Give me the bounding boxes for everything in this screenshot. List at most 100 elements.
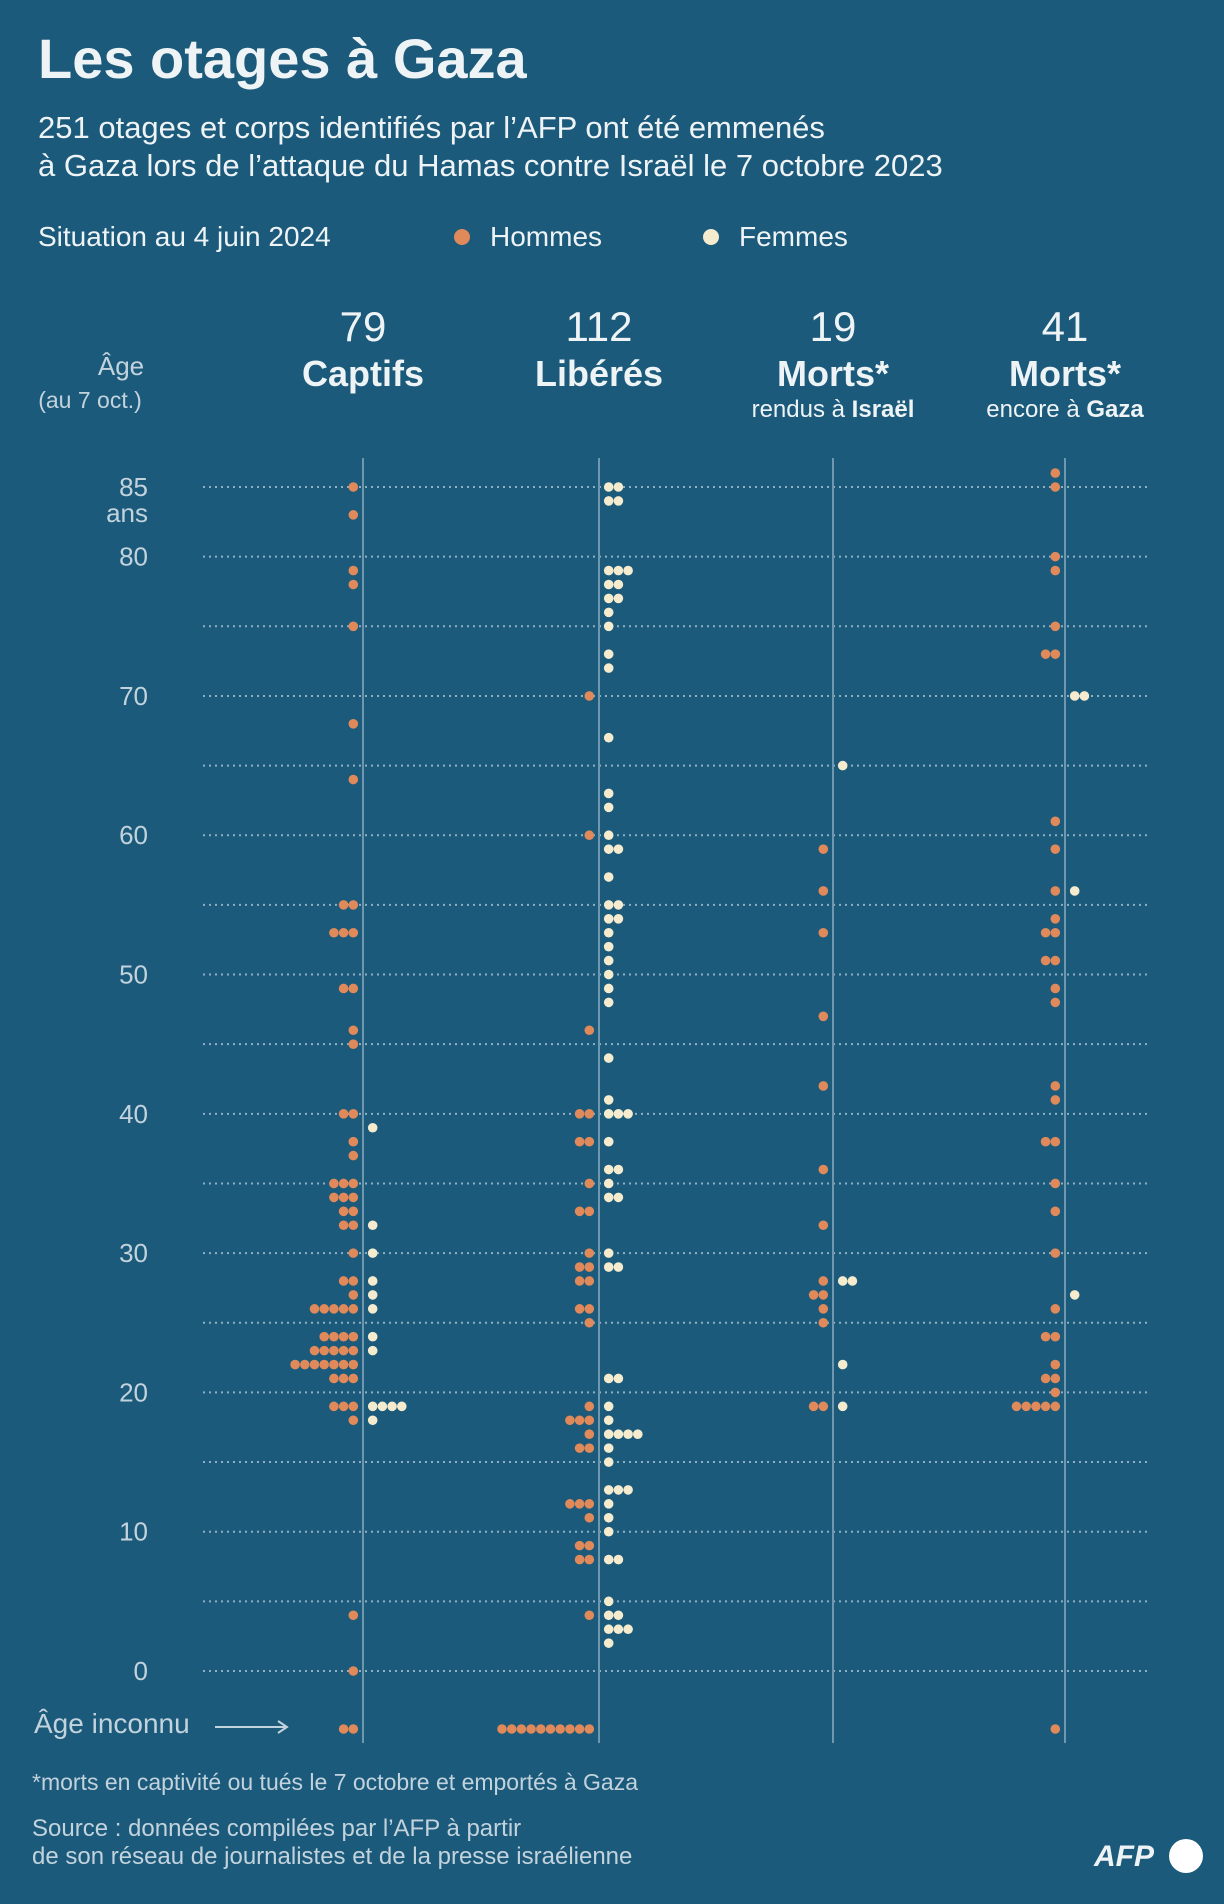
dot-man	[348, 900, 359, 910]
dot-man	[348, 1248, 359, 1258]
column-note: rendus à Israël	[752, 396, 915, 423]
dot-woman	[613, 900, 624, 910]
dot-man	[1050, 551, 1061, 562]
dot-man	[1050, 997, 1061, 1008]
y-tick-label: 85	[119, 472, 148, 502]
dot-man	[338, 927, 349, 938]
dot-man	[348, 510, 359, 520]
y-label: (au 7 oct.)	[38, 387, 142, 413]
dot-man	[1050, 1248, 1061, 1258]
dot-man	[348, 1192, 359, 1203]
dot-woman	[603, 1109, 614, 1119]
y-label: Âge	[98, 351, 144, 381]
subtitle: 251 otages et corps identifiés par l’AFP…	[38, 110, 825, 145]
dot-man	[329, 1359, 339, 1370]
dot-man	[1050, 914, 1061, 924]
dot-man	[319, 1304, 330, 1314]
column-count: 112	[566, 303, 633, 350]
dot-man	[574, 1276, 585, 1286]
dot-man	[348, 1373, 359, 1384]
legend-label: Femmes	[739, 221, 848, 252]
dot-woman	[603, 1262, 614, 1272]
dot-man	[584, 1304, 595, 1314]
dot-man	[338, 1192, 349, 1203]
dot-woman	[603, 802, 614, 813]
column-note-text: encore à	[986, 396, 1086, 423]
title: Les otages à Gaza	[38, 27, 528, 90]
dot-woman	[603, 788, 614, 799]
dot-woman	[613, 496, 624, 506]
dot-woman	[603, 565, 614, 576]
dot-man	[348, 1039, 359, 1049]
dot-man	[348, 983, 359, 994]
dot-man	[574, 1554, 585, 1565]
dot-man	[348, 1304, 359, 1314]
dot-man	[319, 1345, 330, 1356]
dot-woman	[847, 1276, 858, 1286]
dot-woman	[367, 1290, 378, 1300]
dot-man	[818, 927, 829, 938]
dot-man	[565, 1415, 575, 1426]
dot-man	[348, 1136, 359, 1147]
dot-unknown-age	[526, 1724, 536, 1734]
dot-woman	[603, 663, 614, 673]
dot-unknown-age	[536, 1724, 546, 1734]
dot-woman	[623, 1429, 633, 1439]
dot-man	[348, 719, 359, 729]
arrow-head	[277, 1720, 289, 1734]
dot-man	[1040, 927, 1051, 938]
logo-circle	[1169, 1839, 1203, 1873]
y-tick-label: 10	[119, 1517, 148, 1547]
dot-unknown-age	[338, 1724, 349, 1734]
dot-man	[584, 1554, 595, 1565]
legend-swatch	[454, 229, 470, 245]
dot-man	[584, 1512, 595, 1523]
dot-man	[584, 1443, 595, 1453]
dot-man	[1050, 1206, 1061, 1217]
source: Source : données compilées par l’AFP à p…	[32, 1815, 521, 1842]
dot-man	[348, 1401, 359, 1412]
date: Situation au 4 juin 2024	[38, 221, 331, 252]
dot-man	[574, 1499, 585, 1509]
dot-man	[329, 1192, 339, 1203]
dot-man	[818, 1276, 829, 1286]
dot-man	[338, 900, 349, 910]
dot-woman	[367, 1122, 378, 1133]
dot-woman	[367, 1401, 378, 1412]
dot-woman	[613, 844, 624, 854]
dot-man	[329, 1304, 339, 1314]
dot-man	[348, 1025, 359, 1036]
dot-woman	[603, 1554, 614, 1565]
source: de son réseau de journalistes et de la p…	[32, 1843, 632, 1870]
column-note-text: rendus à	[752, 396, 852, 423]
dot-woman	[603, 1192, 614, 1203]
dot-man	[584, 1401, 595, 1412]
dot-woman	[603, 1178, 614, 1189]
dot-man	[319, 1359, 330, 1370]
dot-man	[1050, 1136, 1061, 1147]
dot-woman	[603, 1136, 614, 1147]
dot-woman	[603, 593, 614, 604]
dot-woman	[603, 1053, 614, 1063]
dot-man	[584, 1025, 595, 1036]
dot-man	[1040, 649, 1051, 659]
dot-woman	[603, 607, 614, 618]
column-title: Libérés	[535, 353, 663, 394]
dot-man	[574, 1304, 585, 1314]
dot-woman	[603, 1499, 614, 1509]
dot-man	[1050, 983, 1061, 994]
y-tick-label: 60	[119, 820, 148, 850]
dot-woman	[367, 1304, 378, 1314]
dot-woman	[613, 1610, 624, 1621]
dot-woman	[603, 955, 614, 966]
dot-woman	[603, 1610, 614, 1621]
dot-woman	[613, 579, 624, 590]
dot-man	[1050, 468, 1061, 478]
dot-man	[1050, 844, 1061, 854]
dot-man	[1050, 886, 1061, 896]
dot-man	[329, 1401, 339, 1412]
dot-man	[348, 1206, 359, 1217]
dot-woman	[603, 732, 614, 743]
dot-man	[574, 1206, 585, 1217]
dot-man	[818, 1011, 829, 1022]
